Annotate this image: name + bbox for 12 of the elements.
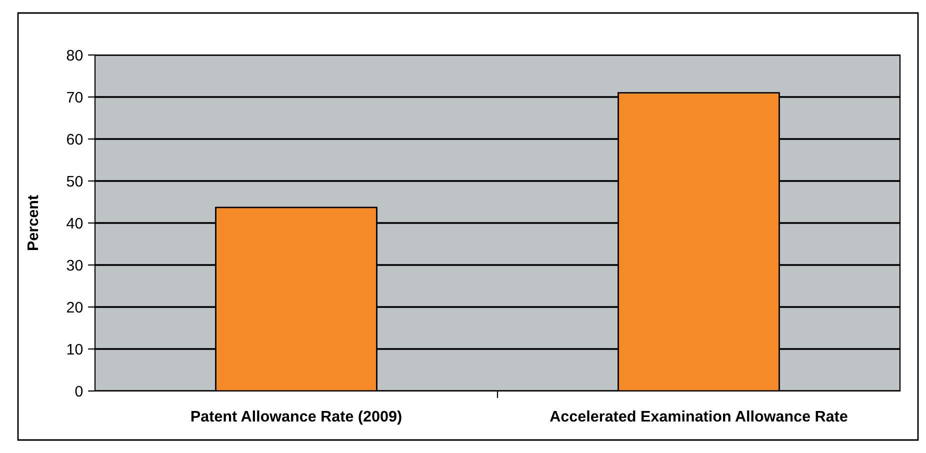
y-tick-label: 10 — [67, 344, 83, 355]
y-tick-label: 70 — [66, 92, 83, 103]
y-tick-label: 30 — [66, 260, 83, 271]
y-tick-label: 80 — [66, 50, 83, 61]
y-tick-label: 60 — [66, 134, 83, 145]
y-tick-label: 0 — [75, 386, 83, 397]
x-tick-label: Accelerated Examination Allowance Rate — [550, 410, 848, 422]
y-tick-label: 40 — [66, 218, 83, 229]
x-tick-label: Patent Allowance Rate (2009) — [191, 410, 402, 425]
y-tick-label: 20 — [66, 302, 83, 313]
y-tick-label: 50 — [66, 176, 83, 187]
y-axis-title: Percent — [28, 195, 38, 250]
